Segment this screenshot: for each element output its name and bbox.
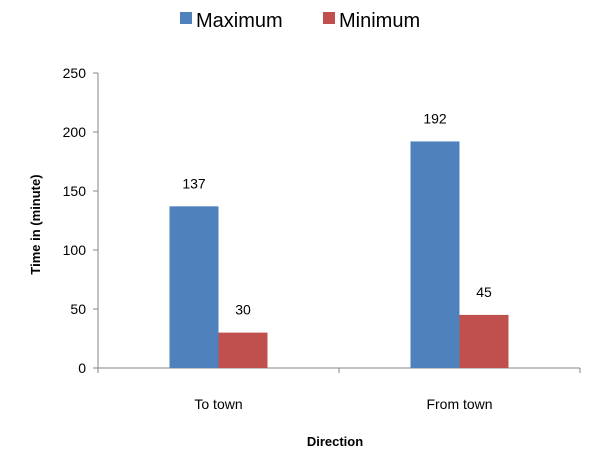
- legend-swatch: [180, 12, 192, 24]
- y-tick-label: 0: [78, 360, 86, 376]
- y-axis: 0 50 100 150 200 250: [63, 65, 99, 376]
- x-axis: To town From town: [97, 367, 581, 412]
- x-axis-title: Direction: [307, 434, 363, 449]
- bar-maximum: [410, 141, 460, 368]
- bar-minimum: [459, 314, 509, 368]
- legend: Maximum Minimum: [180, 10, 420, 32]
- y-tick-label: 100: [63, 242, 87, 258]
- bars: [169, 141, 509, 368]
- data-label: 192: [423, 110, 447, 126]
- x-category-label: From town: [426, 396, 492, 412]
- bar-minimum: [218, 332, 268, 368]
- y-axis-title: Time in (minute): [28, 174, 43, 274]
- legend-swatch: [323, 12, 335, 24]
- data-label: 45: [476, 284, 492, 300]
- y-tick-label: 250: [63, 65, 87, 81]
- legend-label: Minimum: [339, 10, 420, 32]
- y-tick-label: 50: [70, 301, 86, 317]
- legend-label: Maximum: [196, 10, 283, 32]
- y-tick-label: 200: [63, 124, 87, 140]
- bar-maximum: [169, 206, 219, 368]
- y-tick-label: 150: [63, 183, 87, 199]
- data-label: 30: [235, 302, 251, 318]
- data-label: 137: [182, 175, 206, 191]
- x-category-label: To town: [194, 396, 242, 412]
- data-labels: 137 30 192 45: [182, 110, 492, 317]
